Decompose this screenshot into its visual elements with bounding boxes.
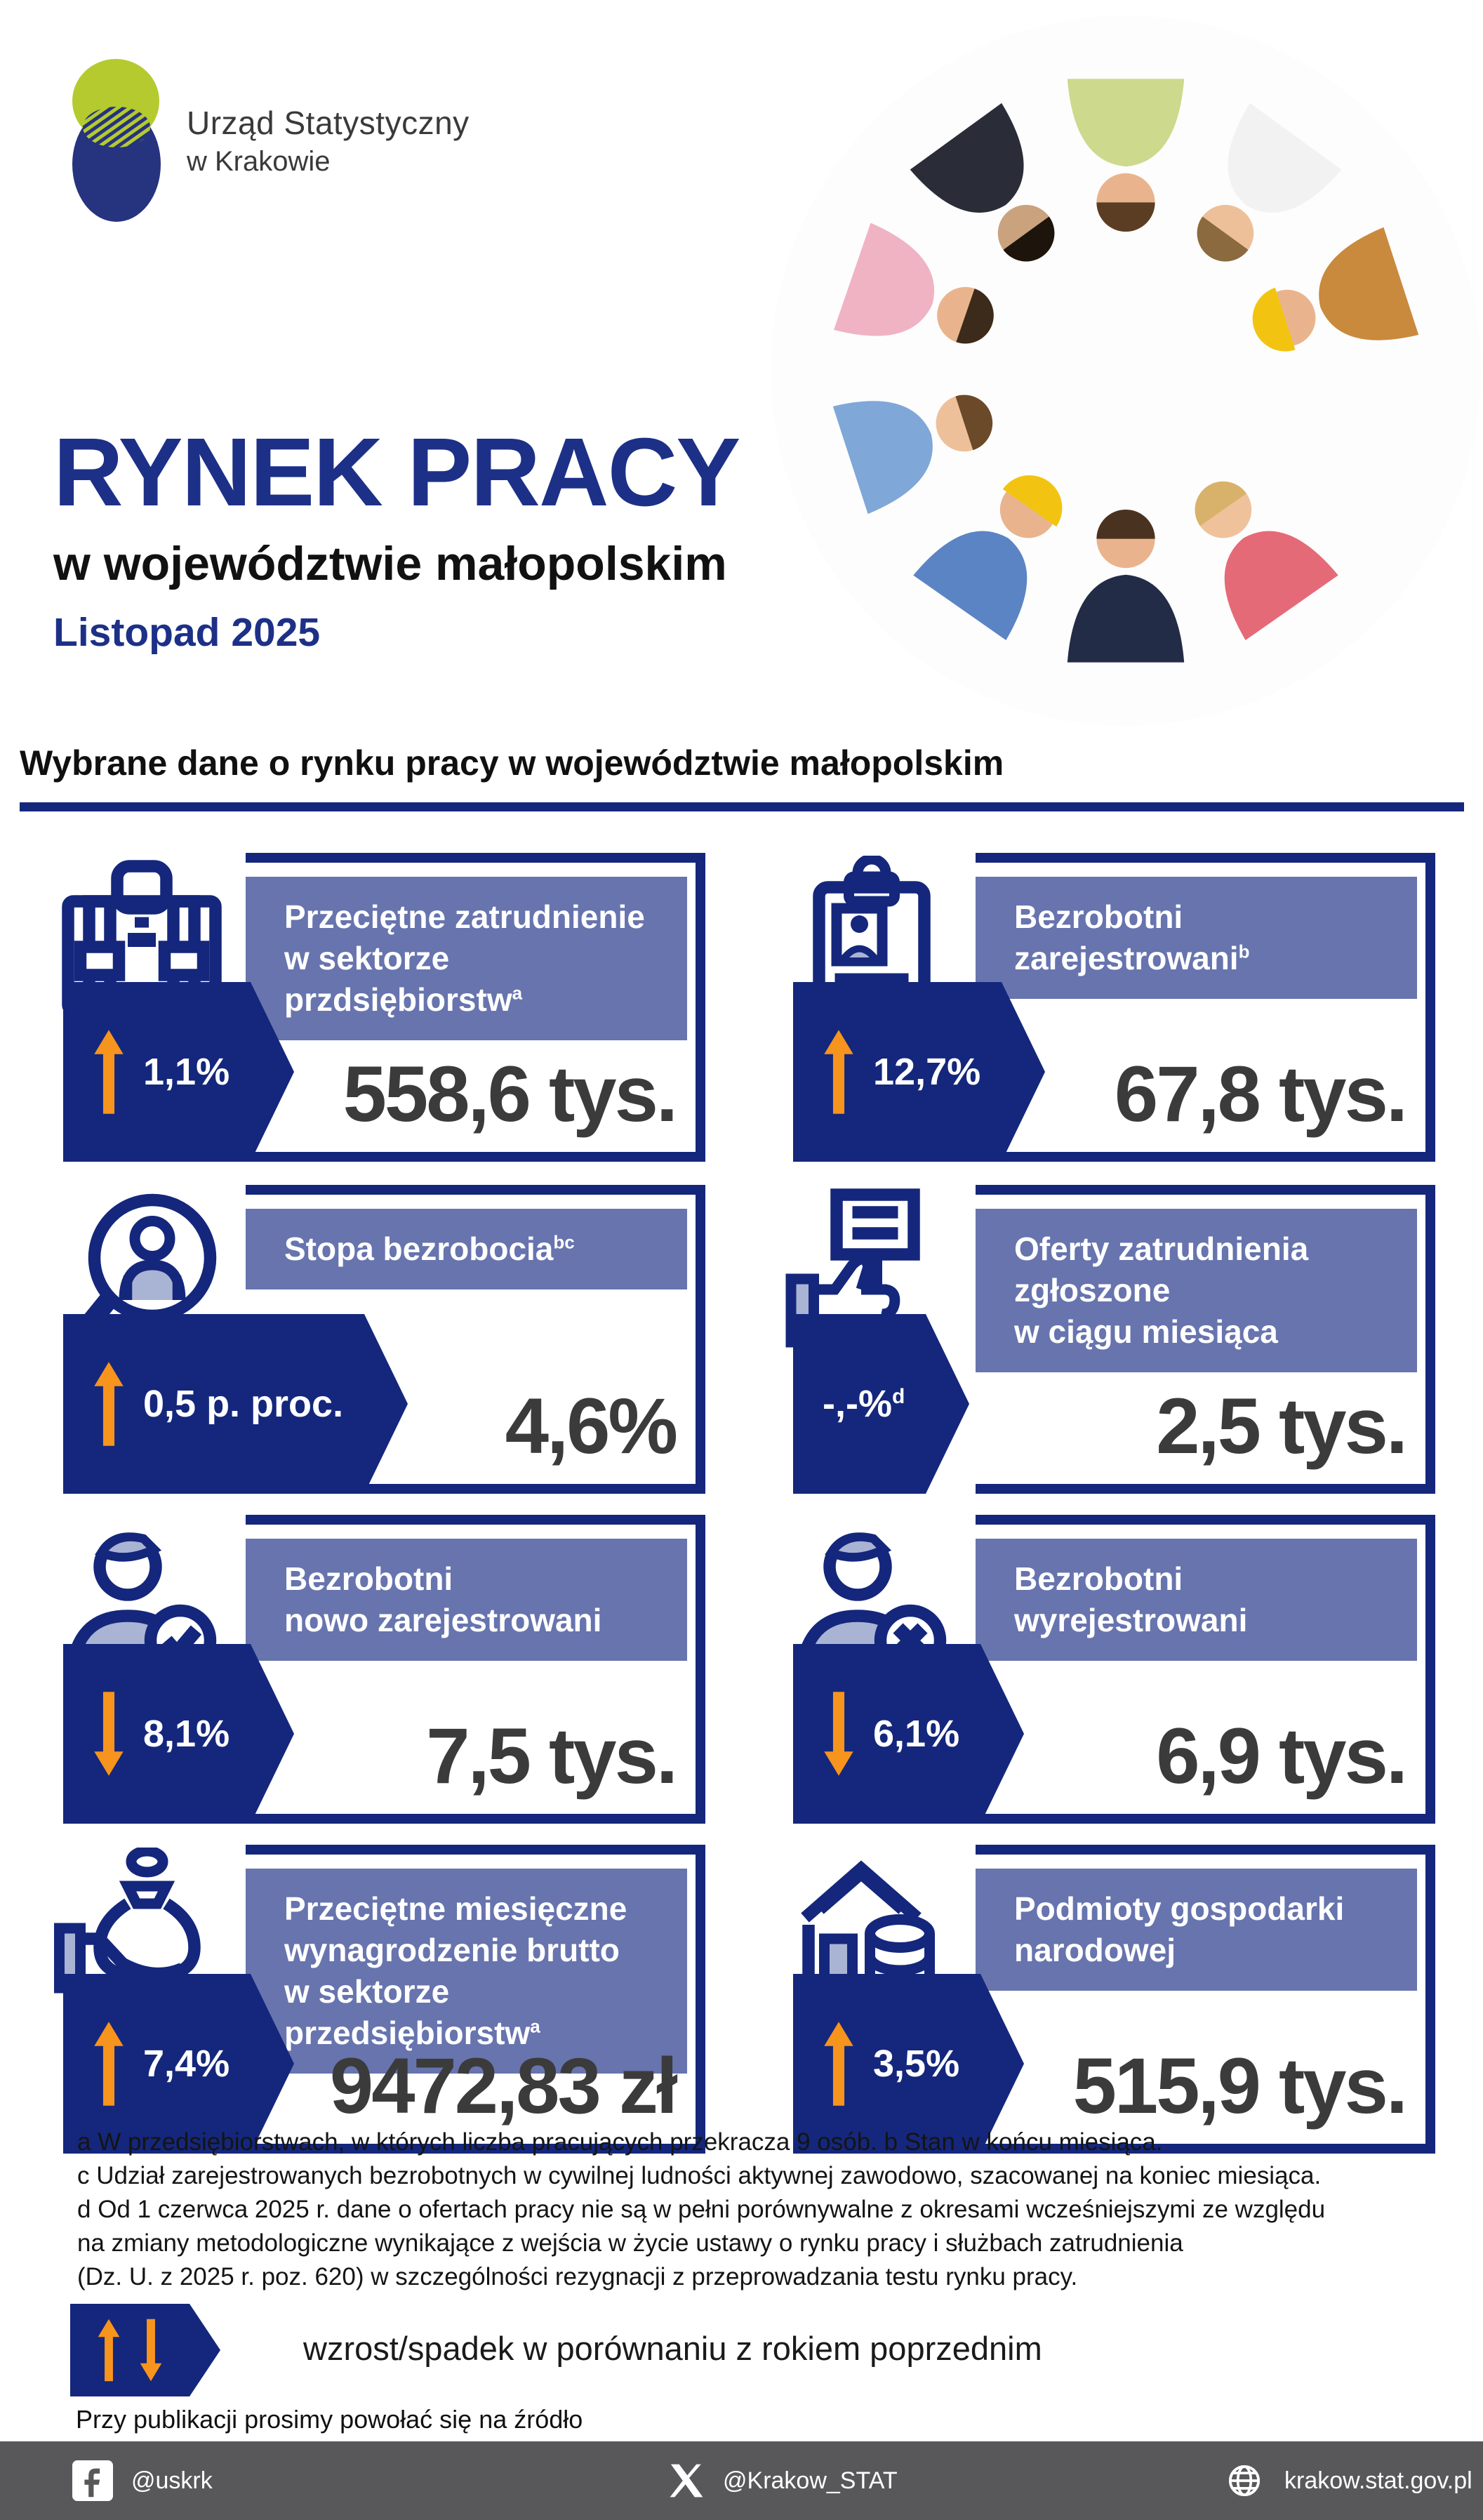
- website-url: krakow.stat.gov.pl: [1284, 2467, 1472, 2494]
- stat-value: 9472,83 zł: [329, 2042, 678, 2130]
- legend-badge: [70, 2304, 220, 2396]
- x-logo-icon: [670, 2464, 703, 2498]
- arrow-up-icon: [94, 2022, 124, 2106]
- footnote-line: c Udział zarejestrowanych bezrobotnych w…: [77, 2162, 1322, 2189]
- stat-card-average-gross-wage: Przeciętne miesięczne wynagrodzenie brut…: [42, 1845, 705, 2154]
- stat-label: Bezrobotni wyrejestrowani: [976, 1539, 1417, 1661]
- change-badge: -,-%d: [793, 1314, 970, 1494]
- arrow-up-icon: [824, 2022, 853, 2106]
- facebook-link[interactable]: @uskrk: [72, 2441, 213, 2520]
- people-circle-illustration: [771, 15, 1481, 726]
- source-note: Przy publikacji prosimy powołać się na ź…: [76, 2405, 583, 2434]
- stat-value: 6,9 tys.: [1156, 1712, 1408, 1800]
- stat-card-frame: Bezrobotni wyrejestrowani 6,9 tys.: [976, 1515, 1435, 1824]
- arrow-up-icon: [94, 1362, 124, 1446]
- team-photo: [771, 15, 1481, 726]
- footnotes: a W przedsiębiorstwach, w których liczba…: [77, 2126, 1325, 2294]
- stat-value: 4,6%: [505, 1382, 678, 1470]
- change-badge: 1,1%: [63, 982, 295, 1162]
- change-label: 12,7%: [873, 1051, 981, 1093]
- stat-card-frame: Podmioty gospodarki narodowej 515,9 tys.: [976, 1845, 1435, 2154]
- logo-circles-icon: [72, 59, 161, 222]
- section-divider: [20, 802, 1464, 811]
- change-label: 6,1%: [873, 1713, 960, 1755]
- stat-card-frame: Przeciętne miesięczne wynagrodzenie brut…: [246, 1845, 705, 2154]
- change-label: 3,5%: [873, 2043, 960, 2085]
- arrow-up-icon: [824, 1030, 853, 1114]
- change-label: -,-%d: [823, 1383, 905, 1425]
- footnote-line: d Od 1 czerwca 2025 r. dane o ofertach p…: [77, 2196, 1326, 2223]
- arrow-down-icon: [140, 2319, 162, 2382]
- change-badge: 12,7%: [793, 982, 1046, 1162]
- stat-label: Przeciętne zatrudnienie w sektorze przds…: [246, 877, 687, 1040]
- change-badge: 7,4%: [63, 1974, 295, 2154]
- change-label: 8,1%: [143, 1713, 230, 1755]
- stat-label: Stopa bezrobociabc: [246, 1209, 687, 1289]
- stat-value: 558,6 tys.: [343, 1050, 678, 1138]
- change-badge: 0,5 p. proc.: [63, 1314, 408, 1494]
- globe-icon: [1228, 2465, 1261, 2497]
- stat-label: Bezrobotni nowo zarejestrowani: [246, 1539, 687, 1661]
- legend-label: wzrost/spadek w porównaniu z rokiem popr…: [303, 2330, 1042, 2367]
- page-title: RYNEK PRACY: [53, 418, 740, 526]
- section-heading: Wybrane dane o rynku pracy w województwi…: [20, 743, 1004, 783]
- report-period: Listopad 2025: [53, 609, 321, 655]
- arrow-down-icon: [824, 1692, 853, 1776]
- stat-label: Bezrobotni zarejestrowanib: [976, 877, 1417, 999]
- page-subtitle: w województwie małopolskim: [53, 536, 727, 590]
- change-badge: 3,5%: [793, 1974, 1025, 2154]
- stat-card-unemployment-rate: Stopa bezrobociabc 4,6% 0,5 p. proc.: [42, 1185, 705, 1494]
- statistical-office-logo: Urząd Statystyczny w Krakowie: [70, 58, 470, 223]
- x-handle: @Krakow_STAT: [723, 2467, 898, 2494]
- stat-value: 515,9 tys.: [1072, 2042, 1408, 2130]
- stat-card-frame: Przeciętne zatrudnienie w sektorze przds…: [246, 853, 705, 1162]
- stat-card-frame: Oferty zatrudnienia zgłoszone w ciągu mi…: [976, 1185, 1435, 1494]
- stat-label: Podmioty gospodarki narodowej: [976, 1869, 1417, 1991]
- stat-label: Oferty zatrudnienia zgłoszone w ciągu mi…: [976, 1209, 1417, 1372]
- stat-value: 7,5 tys.: [426, 1712, 678, 1800]
- stat-card-frame: Bezrobotni zarejestrowanib 67,8 tys.: [976, 853, 1435, 1162]
- stat-card-job-offers: Oferty zatrudnienia zgłoszone w ciągu mi…: [772, 1185, 1435, 1494]
- briefcase-icon: [46, 856, 237, 1087]
- stat-card-deregistered-unemployed: Bezrobotni wyrejestrowani 6,9 tys. 6,1%: [772, 1515, 1435, 1824]
- footer-bar: @uskrk @Krakow_STAT krakow.stat.gov.pl: [0, 2441, 1483, 2520]
- stat-value: 67,8 tys.: [1114, 1050, 1408, 1138]
- logo-org-name: Urząd Statystyczny: [187, 104, 470, 141]
- change-badge: 6,1%: [793, 1644, 1025, 1824]
- footnote-line: a W przedsiębiorstwach, w których liczba…: [77, 2128, 1163, 2156]
- facebook-icon: [72, 2460, 113, 2501]
- stat-card-economic-entities: Podmioty gospodarki narodowej 515,9 tys.…: [772, 1845, 1435, 2154]
- change-label: 1,1%: [143, 1051, 230, 1093]
- stat-card-newly-registered-unemployed: Bezrobotni nowo zarejestrowani 7,5 tys. …: [42, 1515, 705, 1824]
- website-link[interactable]: krakow.stat.gov.pl: [1223, 2441, 1472, 2520]
- stat-label: Przeciętne miesięczne wynagrodzenie brut…: [246, 1869, 687, 2074]
- arrow-up-icon: [94, 1030, 124, 1114]
- facebook-handle: @uskrk: [131, 2467, 213, 2494]
- footnote-line: (Dz. U. z 2025 r. poz. 620) w szczególno…: [77, 2263, 1078, 2290]
- logo-org-city: w Krakowie: [187, 145, 331, 177]
- stat-card-registered-unemployed: Bezrobotni zarejestrowanib 67,8 tys. 12,…: [772, 853, 1435, 1162]
- footnote-line: na zmiany metodologiczne wynikające z we…: [77, 2229, 1183, 2257]
- change-label: 0,5 p. proc.: [143, 1383, 344, 1425]
- change-label: 7,4%: [143, 2043, 230, 2085]
- change-badge: 8,1%: [63, 1644, 295, 1824]
- x-link[interactable]: @Krakow_STAT: [668, 2441, 898, 2520]
- stat-card-average-employment: Przeciętne zatrudnienie w sektorze przds…: [42, 853, 705, 1162]
- stat-card-frame: Bezrobotni nowo zarejestrowani 7,5 tys.: [246, 1515, 705, 1824]
- arrow-down-icon: [94, 1692, 124, 1776]
- stat-value: 2,5 tys.: [1156, 1382, 1408, 1470]
- arrow-up-icon: [98, 2319, 120, 2382]
